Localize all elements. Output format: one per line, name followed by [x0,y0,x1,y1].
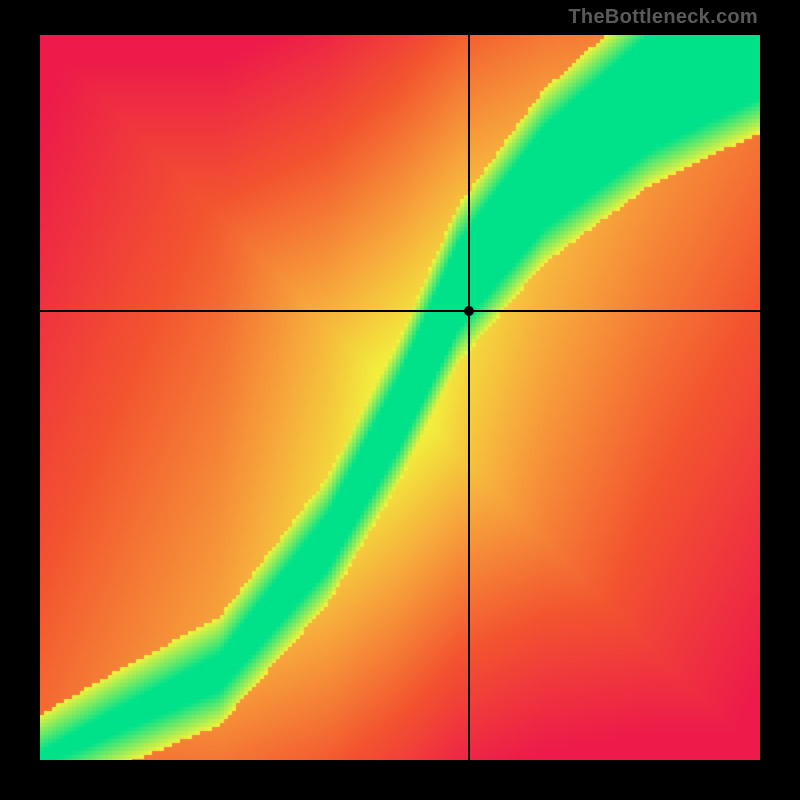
heatmap-canvas [40,35,760,760]
selection-marker [464,306,474,316]
bottleneck-heatmap [40,35,760,760]
crosshair-vertical [468,35,470,760]
watermark-text: TheBottleneck.com [568,6,758,29]
crosshair-horizontal [40,310,760,312]
